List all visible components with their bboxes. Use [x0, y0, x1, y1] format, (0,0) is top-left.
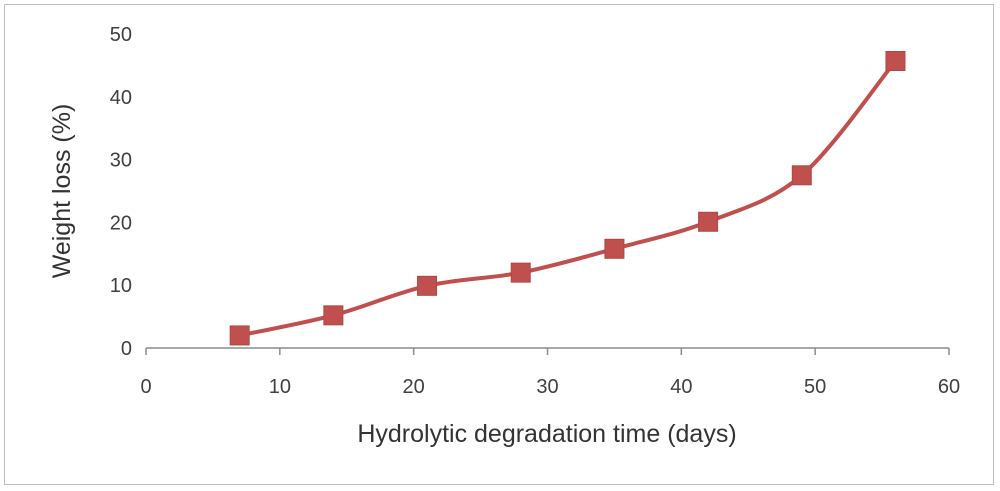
series-markers [229, 51, 906, 346]
y-tick-label: 30 [110, 150, 132, 172]
data-point-marker [885, 51, 906, 72]
y-tick-label: 40 [110, 87, 132, 109]
data-point-marker [698, 211, 719, 232]
series-line [237, 59, 898, 338]
x-tick-label: 20 [403, 376, 425, 398]
data-point-marker [323, 305, 344, 326]
x-axis-title: Hydrolytic degradation time (days) [357, 420, 736, 448]
y-tick-label: 0 [121, 338, 132, 360]
y-tick-label: 10 [110, 275, 132, 297]
data-point-marker [417, 275, 438, 296]
x-tick-label: 40 [670, 376, 692, 398]
x-tick-label: 60 [938, 376, 960, 398]
data-point-marker [791, 165, 812, 186]
data-point-marker [604, 238, 625, 259]
x-tick-label: 0 [140, 376, 151, 398]
y-axis-ticks: 0 10 20 30 40 50 [110, 24, 132, 360]
x-tick-label: 50 [804, 376, 826, 398]
chart-frame [4, 4, 994, 485]
x-axis-ticks: 0 10 20 30 40 50 60 [140, 348, 960, 398]
y-axis-title: Weight loss (%) [48, 104, 76, 279]
x-tick-label: 30 [536, 376, 558, 398]
data-point-marker [229, 325, 250, 346]
y-tick-label: 50 [110, 24, 132, 46]
data-point-marker [510, 262, 531, 283]
y-tick-label: 20 [110, 212, 132, 234]
x-tick-label: 10 [269, 376, 291, 398]
